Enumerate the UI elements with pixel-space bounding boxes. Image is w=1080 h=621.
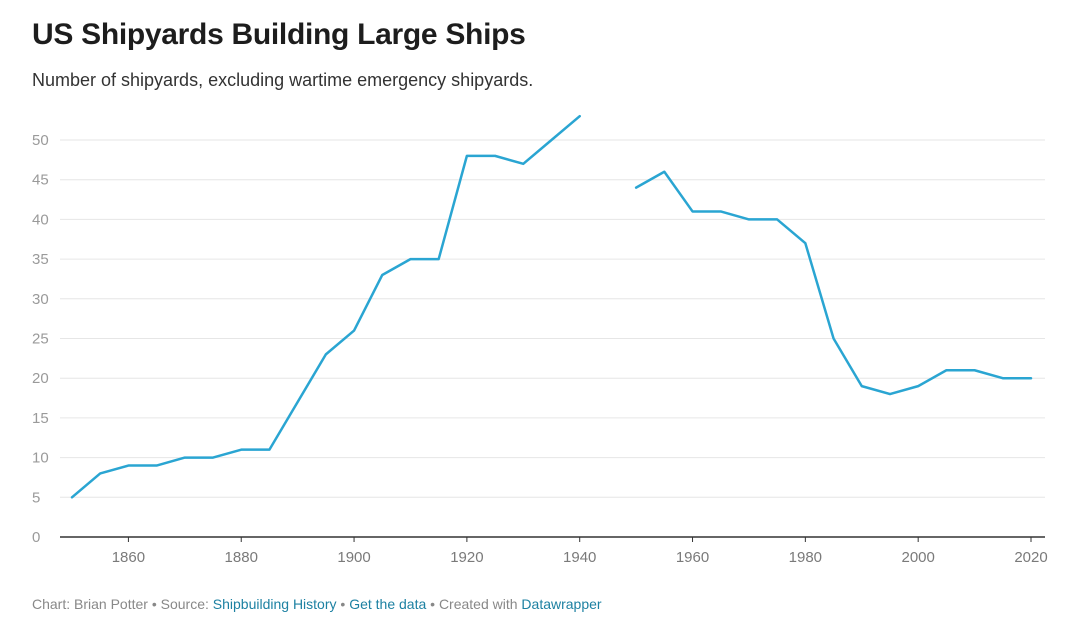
chart-title: US Shipyards Building Large Ships bbox=[32, 18, 526, 51]
footer-created-with: Created with bbox=[438, 596, 518, 612]
x-tick-label: 2000 bbox=[901, 549, 934, 566]
y-tick-label: 0 bbox=[32, 529, 40, 546]
series-line-segment-1 bbox=[70, 114, 581, 499]
y-tick-label: 30 bbox=[32, 291, 49, 308]
x-tick-label: 1900 bbox=[337, 549, 370, 566]
datawrapper-link[interactable]: Datawrapper bbox=[521, 596, 602, 612]
x-tick-label: 1980 bbox=[789, 549, 822, 566]
y-tick-label: 25 bbox=[32, 331, 49, 348]
footer-separator: • bbox=[430, 596, 436, 612]
y-tick-label: 15 bbox=[32, 410, 49, 427]
y-tick-label: 50 bbox=[32, 132, 49, 149]
y-axis-tick-labels: 0 5 10 15 20 25 30 35 40 45 50 bbox=[32, 132, 49, 546]
x-tick-label: 1860 bbox=[112, 549, 145, 566]
chart-footer: Chart: Brian Potter • Source: Shipbuildi… bbox=[32, 596, 602, 612]
x-tick-label: 1880 bbox=[225, 549, 258, 566]
y-tick-label: 10 bbox=[32, 450, 49, 467]
y-tick-label: 45 bbox=[32, 172, 49, 189]
y-tick-label: 20 bbox=[32, 370, 49, 387]
x-axis-tick-labels: 1860 1880 1900 1920 1940 1960 1980 2000 2020 bbox=[112, 537, 1048, 566]
footer-separator: • bbox=[151, 596, 157, 612]
get-data-link[interactable]: Get the data bbox=[349, 596, 427, 612]
y-tick-label: 40 bbox=[32, 211, 49, 228]
x-tick-label: 2020 bbox=[1014, 549, 1047, 566]
source-link[interactable]: Shipbuilding History bbox=[212, 596, 337, 612]
y-tick-label: 5 bbox=[32, 489, 40, 506]
series-lines bbox=[70, 114, 1033, 499]
x-tick-label: 1960 bbox=[676, 549, 709, 566]
line-chart: 0 5 10 15 20 25 30 35 40 45 50 1860 1880 1900 1920 194… bbox=[32, 114, 1048, 566]
footer-source-prefix: Source: bbox=[160, 596, 209, 612]
footer-separator: • bbox=[340, 596, 346, 612]
series-line-segment-2 bbox=[634, 170, 1033, 396]
gridlines bbox=[60, 139, 1045, 498]
x-tick-label: 1920 bbox=[450, 549, 483, 566]
x-tick-label: 1940 bbox=[563, 549, 596, 566]
footer-credit: Chart: Brian Potter bbox=[32, 596, 148, 612]
y-tick-label: 35 bbox=[32, 251, 49, 268]
chart-subtitle: Number of shipyards, excluding wartime e… bbox=[32, 70, 534, 90]
